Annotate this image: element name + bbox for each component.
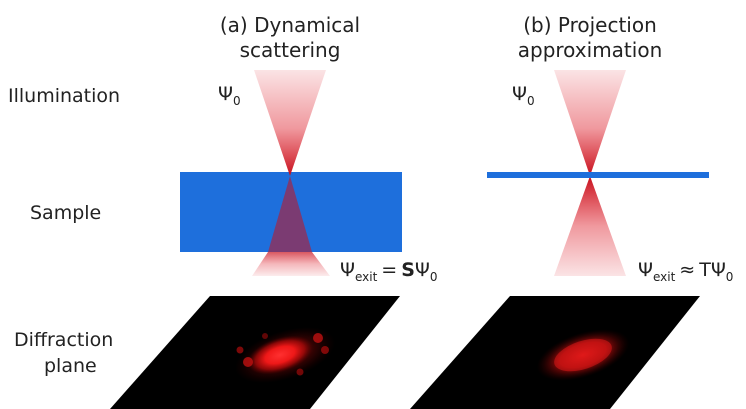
panel-b-incident-wave-label: Ψ0 xyxy=(512,83,535,108)
panel-a-incident-wave-label: Ψ0 xyxy=(218,83,241,108)
panel-b-title-line1: (b) Projection xyxy=(523,13,657,37)
row-label-illumination: Illumination xyxy=(8,85,120,107)
panel-a-incident-beam xyxy=(254,70,326,176)
panel-b-diffraction-pattern xyxy=(536,329,630,381)
panel-b-exit-beam xyxy=(554,176,626,276)
panel-a-exit-beam xyxy=(252,252,330,276)
panel-b: (b) Projection approximation Ψ0 Ψexit ≈ TΨ… xyxy=(410,13,733,409)
panel-b-sample-line xyxy=(487,172,709,178)
panel-a-diffraction-pattern xyxy=(234,327,336,383)
panel-a: (a) Dynamical scattering Ψ0 Ψexit = SΨ0 xyxy=(110,13,438,409)
panel-a-beam-in-sample xyxy=(268,176,312,252)
panel-b-title-line2: approximation xyxy=(518,38,663,62)
row-label-diffraction-line2: plane xyxy=(44,355,97,377)
panel-a-exit-equation: Ψexit = SΨ0 xyxy=(340,259,438,284)
panel-b-exit-equation: Ψexit ≈ TΨ0 xyxy=(638,259,733,284)
row-label-diffraction-line1: Diffraction xyxy=(14,329,113,351)
panel-b-incident-beam xyxy=(554,70,626,176)
row-label-sample: Sample xyxy=(30,202,101,224)
panel-a-title-line1: (a) Dynamical xyxy=(220,13,360,37)
panel-a-title-line2: scattering xyxy=(240,38,341,62)
